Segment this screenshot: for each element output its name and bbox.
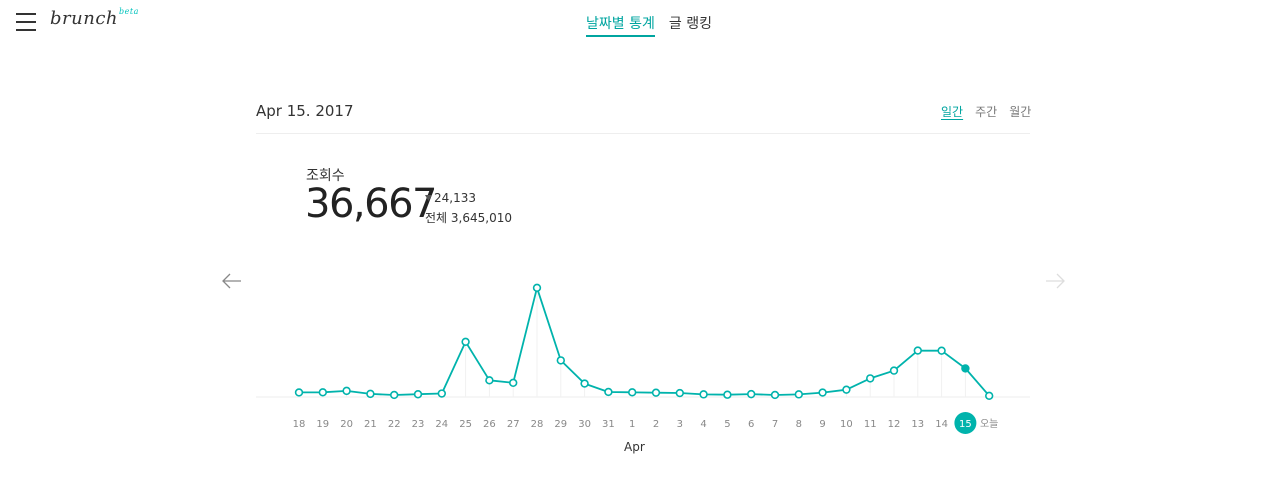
chart-point[interactable] xyxy=(913,346,922,355)
x-tick-label[interactable]: 24 xyxy=(435,419,448,430)
views-line-chart: 18 19 20 21 22 23 24 25 26 27 28 29 30 31 1 2 3 4 5 6 7 8 9 10 1… xyxy=(256,283,1030,434)
chart-point[interactable] xyxy=(532,283,542,292)
x-tick-label[interactable]: 29 xyxy=(554,419,567,430)
arrow-left-icon[interactable] xyxy=(222,272,242,290)
x-tick-label[interactable]: 2 xyxy=(653,419,659,430)
x-tick-label[interactable]: 23 xyxy=(412,419,425,430)
chart-point[interactable] xyxy=(770,390,780,400)
x-tick-label[interactable]: 12 xyxy=(888,419,901,430)
x-tick-label[interactable]: 19 xyxy=(316,419,329,430)
chart-point[interactable] xyxy=(390,390,399,400)
x-tick-label[interactable]: 5 xyxy=(724,419,730,430)
selected-date-marker[interactable] xyxy=(954,412,977,434)
metric-label: 조회수 xyxy=(306,168,345,184)
x-tick-label[interactable]: 11 xyxy=(864,419,877,430)
chart-point[interactable] xyxy=(865,374,875,383)
chart-point[interactable] xyxy=(699,390,708,399)
chart-point[interactable] xyxy=(318,388,327,397)
delta-change: 24,133 xyxy=(425,191,476,205)
x-tick-label[interactable]: 15 xyxy=(959,419,972,430)
chart-point[interactable] xyxy=(794,390,803,399)
x-tick-label[interactable]: 10 xyxy=(840,419,853,430)
chart-point[interactable] xyxy=(509,378,518,388)
x-tick-label[interactable]: 7 xyxy=(772,419,778,430)
brunch-logo[interactable]: brunchbeta xyxy=(50,7,139,29)
date-title: Apr 15. 2017 xyxy=(256,102,354,120)
triangle-down-icon xyxy=(425,195,432,201)
chart-point[interactable] xyxy=(437,389,446,398)
chart-point[interactable] xyxy=(294,388,304,397)
delta-value: 24,133 xyxy=(434,191,476,205)
period-daily[interactable]: 일간 xyxy=(941,105,964,119)
total-label: 전체 xyxy=(425,211,448,225)
x-tick-label[interactable]: 8 xyxy=(796,419,802,430)
chart-point[interactable] xyxy=(984,391,994,401)
top-bar: brunchbeta 날짜별 통계 글 랭킹 xyxy=(0,0,1280,48)
x-tick-label[interactable]: 22 xyxy=(388,419,401,430)
chart-point[interactable] xyxy=(627,388,637,397)
chart-point[interactable] xyxy=(746,389,756,399)
x-tick-label[interactable]: 20 xyxy=(340,419,353,430)
x-tick-label[interactable]: 26 xyxy=(483,419,496,430)
logo-beta: beta xyxy=(119,7,139,16)
chart-point[interactable] xyxy=(723,390,732,399)
arrow-right-icon[interactable] xyxy=(1045,272,1065,290)
period-monthly[interactable]: 월간 xyxy=(1009,105,1032,119)
x-tick-label[interactable]: 13 xyxy=(911,419,924,430)
chart-point[interactable] xyxy=(604,387,613,397)
total-views: 전체 3,645,010 xyxy=(425,209,512,226)
x-tick-label[interactable]: 21 xyxy=(364,419,377,430)
x-tick-label[interactable]: 25 xyxy=(459,419,472,430)
period-selector: 일간 주간 월간 xyxy=(941,103,1031,120)
x-tick-label[interactable]: 18 xyxy=(293,419,306,430)
x-tick-label[interactable]: 4 xyxy=(700,419,706,430)
period-weekly[interactable]: 주간 xyxy=(975,105,998,119)
chart-point[interactable] xyxy=(651,388,661,397)
chart-point[interactable] xyxy=(342,386,351,396)
chart-point[interactable] xyxy=(366,389,375,399)
chart-point[interactable] xyxy=(842,385,851,394)
x-tick-label[interactable]: 14 xyxy=(935,419,948,430)
metric-value: 36,667 xyxy=(305,181,437,227)
tab-daily-stats[interactable]: 날짜별 통계 xyxy=(586,13,655,37)
stats-tabs: 날짜별 통계 글 랭킹 xyxy=(586,13,712,37)
x-tick-label[interactable]: 31 xyxy=(602,419,615,430)
chart-point[interactable] xyxy=(413,390,423,399)
x-tick-label[interactable]: 오늘 xyxy=(980,418,998,430)
chart-point[interactable] xyxy=(889,366,899,375)
chart-point[interactable] xyxy=(556,356,565,365)
x-tick-label[interactable]: 9 xyxy=(819,419,825,430)
chart-point[interactable] xyxy=(961,364,970,373)
header-divider xyxy=(256,133,1030,134)
x-tick-label[interactable]: 27 xyxy=(507,419,520,430)
chart-point[interactable] xyxy=(580,379,589,388)
x-tick-label[interactable]: 6 xyxy=(748,419,754,430)
x-tick-label[interactable]: 28 xyxy=(531,419,544,430)
chart-point[interactable] xyxy=(485,376,494,385)
x-tick-label[interactable]: 30 xyxy=(578,419,591,430)
chart-point[interactable] xyxy=(675,388,684,398)
total-value: 3,645,010 xyxy=(450,211,512,225)
x-tick-label[interactable]: 1 xyxy=(629,419,635,430)
month-label: Apr xyxy=(624,440,645,454)
chart-point[interactable] xyxy=(818,388,827,397)
menu-icon[interactable] xyxy=(16,13,36,31)
tab-post-ranking[interactable]: 글 랭킹 xyxy=(668,16,712,32)
chart-point[interactable] xyxy=(937,346,946,355)
logo-text: brunch xyxy=(50,8,118,29)
chart-series-line xyxy=(298,286,990,397)
x-tick-label[interactable]: 3 xyxy=(677,419,683,430)
chart-point[interactable] xyxy=(461,337,470,347)
